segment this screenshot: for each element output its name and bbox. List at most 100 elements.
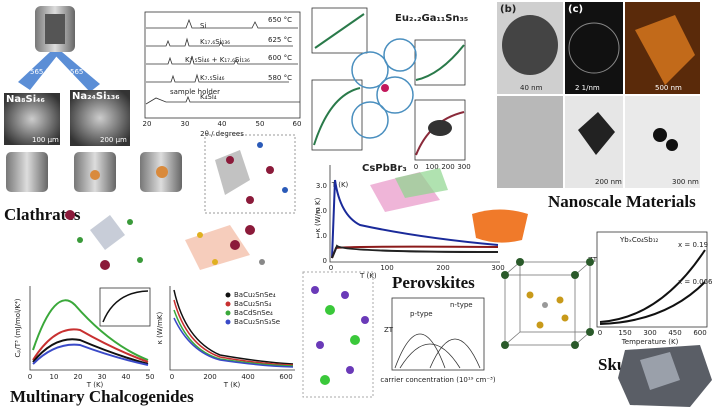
legend-entry: BaCu₂SnS₄ [234,300,272,308]
panel-label: (b) [500,4,516,15]
inset-structure [395,168,448,198]
temp: 625 °C [268,36,292,44]
shape [302,271,374,398]
section-label: Multinary Chalcogenides [10,387,194,406]
trace [173,289,294,365]
axis-label: 2θ / degrees [200,130,244,138]
crystal-photo [428,120,452,136]
perovskite-chart: CsPbBr₃ κ (W/m K) 0 1.0 2.0 3.0 0 100 20… [314,163,528,292]
trace [32,299,149,361]
shape [325,305,335,315]
trace [146,18,298,29]
trace [331,244,499,259]
tick: 50 [146,373,155,381]
shape [556,296,564,304]
tick: 0 [329,264,333,272]
axis-label: T (K) [331,181,349,189]
tick: 400 [241,373,254,381]
structure [351,38,417,139]
phase: K₄Si₄ [200,93,217,101]
trace [32,328,149,363]
tick: 50 [256,120,265,128]
axis-label: Cₚ/T³ (mJ/mol/K⁴) [14,298,22,357]
shape [245,225,255,235]
atom [381,84,389,92]
frame [414,39,466,86]
axes [329,165,500,263]
trace [331,245,499,259]
legend-swatch [225,292,231,298]
axes [169,286,295,371]
axis-label: T (K) [359,272,377,280]
flake [635,15,695,85]
shape [516,258,524,266]
scale: 100 µm [32,136,59,144]
tick: 100 [425,163,438,171]
shape [351,101,389,139]
trace [146,55,298,65]
shape [501,341,509,349]
trace [173,309,294,367]
trace [146,37,293,47]
temp: 565 °C [30,68,54,76]
phase: K₇.₅Si₄₆ + K₁₇.₆Si₁₃₆ [185,56,250,64]
diffraction [568,22,620,74]
micrograph [625,96,700,188]
crystal [90,170,100,180]
chart-title: CsPbBr₃ [362,163,407,174]
shape [311,286,319,294]
scale: 200 nm [595,178,622,186]
facet [640,352,680,390]
shape [65,210,75,220]
sem-image [70,90,130,146]
tick: 100 [380,264,393,272]
phase: Si [200,22,206,30]
shape [320,305,360,385]
shape [561,314,569,322]
shape [212,259,218,265]
shape [311,286,369,374]
tick: 60 [293,120,302,128]
trace [173,317,294,368]
legend-entry: BaCu₂SnS₃Se [234,318,280,326]
cp-chart: Cₚ/T³ (mJ/mol/K⁴) 0 10 20 30 40 50 T (K) [14,286,154,389]
shape [351,51,389,89]
tick: 200 [203,373,216,381]
axis-label: T (K) [223,381,241,389]
tick: 300 [643,329,656,337]
clathrate-panel: 565 °C 565 °C Na₈Si₄₆ Na₂₄Si₁₃₆ 100 µm 2… [4,6,182,224]
product: Na₈Si₄₆ [6,94,45,105]
phase: K₁₇.₆Si₁₃₆ [200,38,230,46]
temp: 650 °C [268,16,292,24]
shape [361,316,369,324]
shape [204,134,296,214]
frame [414,99,466,161]
trace [599,249,706,323]
shape [519,261,591,333]
arrow [18,52,60,90]
section-label: Clathrates [4,205,81,224]
legend-swatch [225,310,231,316]
shape [501,271,509,279]
temp: 565 °C [70,68,94,76]
tick: 0 [323,257,327,265]
tick: 40 [122,373,131,381]
xrd-panel: 650 °C 625 °C 600 °C 580 °C Si K₁₇.₆Si₁₃… [143,11,302,138]
holder: sample holder [170,88,220,96]
section-label: Perovskites [392,273,475,292]
trace [394,333,446,369]
trace [331,179,499,259]
crystal [156,166,168,178]
tick: 20 [143,120,152,128]
temp: 600 °C [268,54,292,62]
axes [29,286,150,371]
product: Na₂₄Si₁₃₆ [72,91,120,102]
frame [311,79,363,151]
trace [313,87,361,146]
shape [571,271,579,279]
series-label: x = 0.19 [678,241,708,249]
crystal-photo [472,209,528,243]
temp: 580 °C [268,74,292,82]
trace [173,299,294,366]
shape [90,215,125,250]
